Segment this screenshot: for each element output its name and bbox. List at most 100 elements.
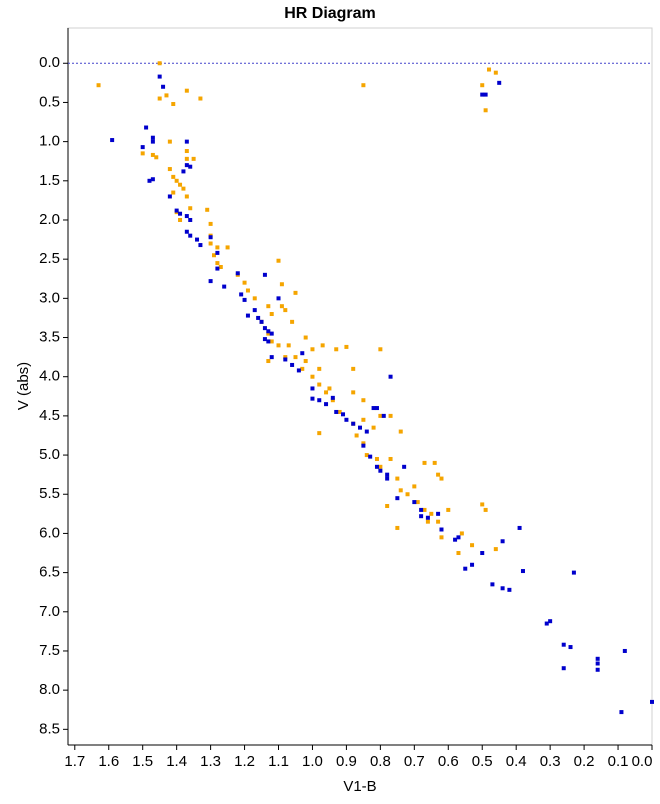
point: [388, 413, 393, 418]
point: [184, 149, 189, 154]
point: [279, 282, 284, 287]
point: [398, 488, 403, 493]
point: [561, 666, 566, 671]
point: [385, 504, 390, 508]
point: [245, 288, 250, 293]
y-tick-label: 6.5: [39, 564, 60, 581]
point: [480, 502, 485, 507]
point: [395, 476, 400, 481]
point: [361, 83, 366, 88]
y-tick-label: 3.5: [39, 328, 60, 345]
point: [459, 531, 464, 536]
point: [419, 514, 424, 519]
point: [497, 80, 502, 85]
point: [385, 472, 390, 477]
point: [405, 492, 410, 497]
point: [317, 431, 322, 436]
x-axis-label: V1-B: [343, 778, 376, 795]
point: [310, 374, 315, 379]
point: [110, 138, 115, 143]
point: [470, 543, 475, 548]
point: [310, 386, 315, 391]
point: [269, 339, 274, 344]
point: [157, 61, 162, 66]
y-tick-label: 0.0: [39, 54, 60, 71]
point: [412, 500, 417, 505]
point: [439, 535, 444, 540]
point: [595, 656, 600, 661]
point: [208, 241, 213, 246]
point: [215, 261, 220, 266]
x-tick-label: 1.5: [132, 753, 153, 770]
point: [184, 194, 189, 199]
point: [184, 139, 189, 144]
point: [154, 155, 159, 160]
point: [378, 347, 383, 352]
point: [293, 290, 298, 295]
point: [208, 221, 213, 226]
point: [388, 374, 393, 379]
point: [208, 235, 213, 240]
point: [337, 409, 342, 414]
x-tick-label: 1.2: [234, 753, 255, 770]
point: [212, 253, 216, 258]
point: [341, 412, 346, 417]
point: [490, 582, 495, 587]
point: [262, 337, 267, 342]
point: [395, 525, 400, 530]
x-tick-label: 0.1: [608, 753, 629, 770]
point: [242, 280, 247, 285]
x-tick-label: 1.6: [98, 753, 119, 770]
point: [259, 319, 264, 324]
point: [276, 296, 281, 301]
point: [422, 507, 427, 512]
point: [171, 190, 176, 195]
point: [300, 351, 305, 356]
point: [283, 308, 288, 313]
point: [208, 279, 213, 284]
point: [269, 312, 274, 317]
point: [276, 343, 281, 348]
point: [425, 515, 430, 520]
point: [493, 70, 498, 75]
point: [286, 343, 291, 348]
point: [371, 406, 376, 411]
y-tick-label: 8.5: [39, 720, 60, 737]
point: [361, 443, 366, 448]
point: [419, 507, 424, 512]
point: [256, 315, 261, 320]
point: [290, 319, 295, 324]
point: [300, 366, 305, 371]
y-tick-label: 6.0: [39, 524, 60, 541]
point: [262, 326, 267, 331]
point: [402, 464, 407, 469]
point: [96, 83, 101, 88]
point: [344, 417, 349, 422]
point: [493, 547, 498, 552]
y-tick-label: 4.5: [39, 407, 60, 424]
point: [439, 476, 444, 481]
point: [178, 182, 183, 187]
point: [568, 645, 573, 650]
point: [463, 566, 468, 571]
point: [242, 297, 247, 302]
point: [195, 237, 200, 242]
point: [184, 214, 189, 219]
x-tick-label: 0.9: [336, 753, 357, 770]
point: [415, 500, 420, 505]
point: [378, 413, 383, 418]
point: [436, 472, 441, 477]
point: [269, 331, 274, 336]
y-tick-label: 7.0: [39, 603, 60, 620]
point: [276, 258, 281, 263]
point: [395, 496, 400, 501]
point: [358, 425, 362, 430]
point: [215, 266, 220, 271]
x-tick-label: 1.0: [302, 753, 323, 770]
point: [283, 357, 288, 362]
point: [520, 569, 525, 574]
point: [150, 152, 155, 157]
point: [361, 417, 366, 422]
x-tick-label: 0.4: [506, 753, 527, 770]
point: [184, 163, 189, 168]
